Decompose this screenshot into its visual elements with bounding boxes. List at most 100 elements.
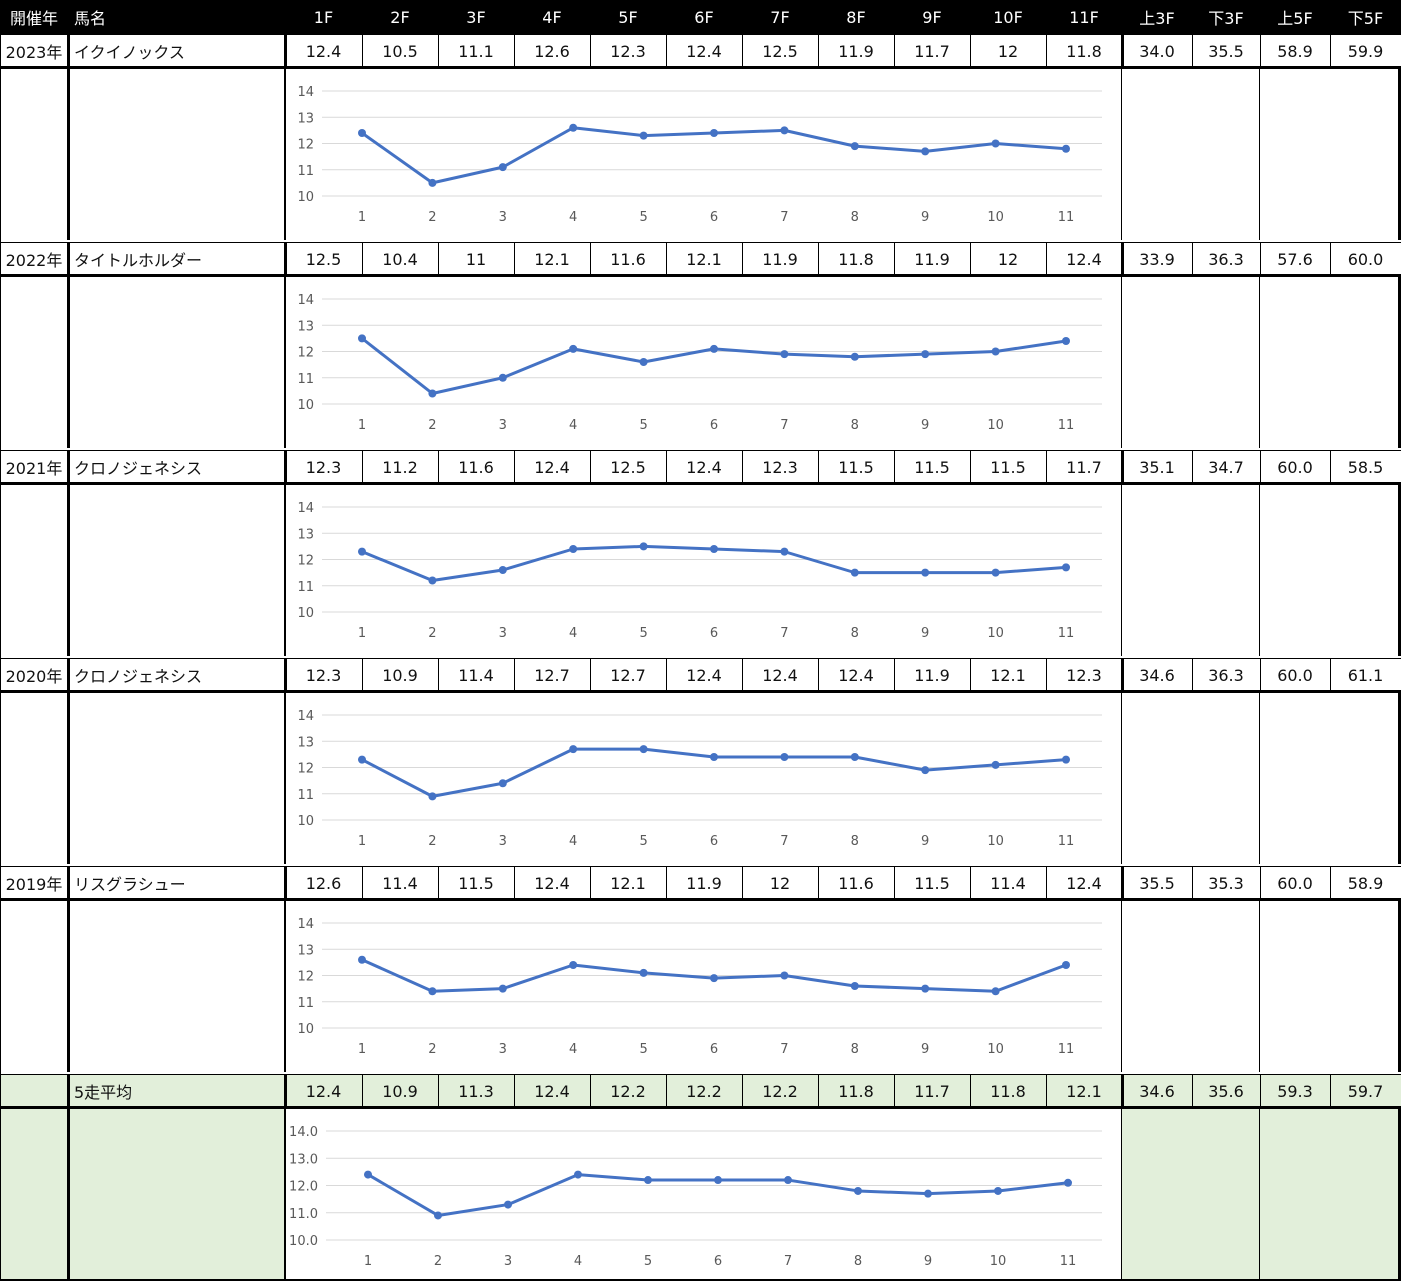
data-point [780,753,789,761]
v-rule [970,450,971,484]
aggregate-cell: 35.6 [1208,1081,1244,1101]
data-point [358,547,366,556]
data-point [639,131,648,140]
v-rule [67,68,70,240]
y-tick-label: 13.0 [289,1152,318,1167]
data-point [850,142,859,151]
y-tick-label: 13 [297,527,314,542]
lap-time-cell: 12.4 [534,457,570,477]
y-tick-label: 12 [297,762,314,777]
year-cell: 2023年 [5,43,63,62]
h-rule [0,898,1401,901]
data-point [921,984,930,993]
y-tick-label: 10 [297,190,314,205]
v-rule [970,34,971,68]
lap-time-cell: 12.1 [686,249,722,269]
y-tick-label: 10 [297,814,314,829]
data-point [358,129,366,137]
h-rule [0,66,1401,69]
x-tick-label: 7 [780,834,788,849]
data-point [924,1189,932,1198]
v-rule [666,242,667,276]
v-rule [67,658,70,692]
y-tick-label: 14 [297,501,314,516]
v-rule [742,450,743,484]
data-point [644,1176,652,1185]
x-tick-label: 1 [358,834,366,849]
header-furlong: 1F [285,0,362,34]
lap-time-cell: 12.3 [1066,665,1102,685]
v-rule [1398,276,1401,448]
lap-time-cell: 12 [997,249,1019,269]
x-tick-label: 6 [710,418,718,433]
data-point [569,344,578,353]
v-rule [67,1108,70,1281]
x-tick-label: 7 [780,418,788,433]
x-tick-label: 10 [987,1042,1004,1057]
data-point [498,984,507,993]
x-tick-label: 7 [780,626,788,641]
lap-time-cell: 11.7 [914,41,950,61]
aggregate-cell: 59.7 [1347,1081,1384,1101]
aggregate-cell: 35.1 [1139,457,1175,477]
x-tick-label: 10 [987,834,1004,849]
data-point [358,755,366,764]
x-tick-label: 6 [710,210,718,225]
lap-time-cell: 11.5 [914,457,950,477]
x-tick-label: 10 [987,626,1004,641]
aggregate-cell: 57.6 [1277,249,1313,269]
v-rule [590,242,591,276]
lap-time-cell: 11.8 [838,249,874,269]
x-tick-label: 8 [851,418,859,433]
lap-time-cell: 11.7 [1066,457,1102,477]
lap-time-cell: 12.4 [1066,249,1102,269]
v-rule [590,1074,591,1108]
lap-time-cell: 12.4 [534,1081,570,1101]
v-rule [1192,1074,1193,1108]
year-cell: 2021年 [5,459,63,478]
v-rule [1121,484,1122,656]
x-tick-label: 9 [921,626,929,641]
x-tick-label: 2 [428,1042,436,1057]
v-rule [362,450,363,484]
data-point [991,568,1000,577]
lap-time-cell: 11.5 [990,457,1026,477]
x-tick-label: 11 [1058,626,1075,641]
y-tick-label: 11.0 [289,1207,318,1222]
v-rule [362,658,363,692]
lap-time-cell: 12.1 [1066,1081,1102,1101]
data-point [498,566,507,574]
v-rule [666,34,667,68]
year-cell [0,1074,68,1108]
h-rule [0,450,1401,451]
v-rule [1121,866,1124,900]
v-rule [894,34,895,68]
header-furlong: 11F [1046,0,1122,34]
data-point [434,1211,442,1220]
h-rule [0,658,1401,659]
x-tick-label: 5 [639,626,647,641]
lap-time-cell: 11.9 [838,41,874,61]
horse-name-cell: 5走平均 [74,1083,133,1102]
y-tick-label: 10 [297,398,314,413]
data-point [428,792,437,801]
h-rule [0,866,1401,867]
header-furlong: 3F [438,0,514,34]
x-tick-label: 2 [428,210,436,225]
v-rule [514,866,515,900]
v-rule [590,658,591,692]
v-rule [1260,34,1261,68]
v-rule [894,866,895,900]
data-point [639,745,648,754]
x-tick-label: 5 [639,210,647,225]
v-rule [1398,68,1401,240]
v-rule [1330,34,1331,68]
x-tick-label: 4 [569,210,577,225]
data-point [780,350,789,359]
y-tick-label: 10 [297,606,314,621]
v-rule [67,450,70,484]
lap-time-cell: 11.3 [458,1081,494,1101]
lap-time-cell: 11.9 [762,249,798,269]
data-point [498,779,507,788]
